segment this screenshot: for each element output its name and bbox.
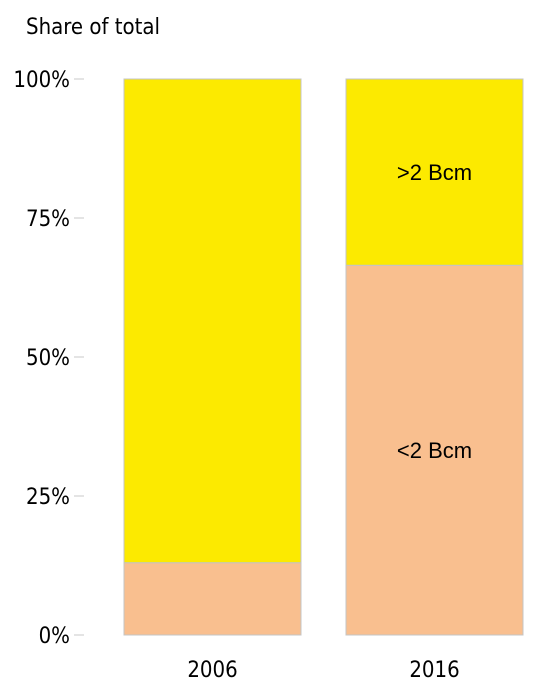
- y-tick-label: 25%: [26, 485, 70, 510]
- x-category-label: 2006: [187, 658, 237, 683]
- bar-segment: [345, 78, 524, 266]
- bars: [123, 78, 524, 636]
- bar-2016: [345, 78, 524, 636]
- y-tick-label: 0%: [39, 624, 70, 649]
- segment-labels: >2 Bcm <2 Bcm: [397, 160, 472, 463]
- y-tick-label: 75%: [26, 207, 70, 232]
- y-axis-ticks: 0% 25% 50% 75% 100%: [13, 68, 84, 649]
- y-axis-label: Share of total: [26, 15, 160, 40]
- segment-label: >2 Bcm: [397, 160, 472, 185]
- bar-segment: [123, 562, 302, 636]
- bar-segment: [123, 78, 302, 564]
- segment-label: <2 Bcm: [397, 438, 472, 463]
- y-tick-label: 50%: [26, 346, 70, 371]
- bar-segment: [345, 264, 524, 636]
- x-axis-categories: 2006 2016: [187, 658, 459, 683]
- y-tick-label: 100%: [13, 68, 70, 93]
- bar-2006: [123, 78, 302, 636]
- x-category-label: 2016: [409, 658, 459, 683]
